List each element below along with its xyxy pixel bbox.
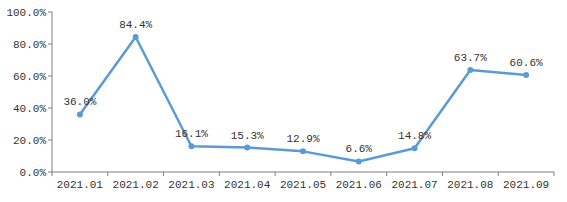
x-tick — [275, 172, 276, 176]
marker — [523, 72, 529, 78]
marker — [188, 143, 194, 149]
x-tick — [498, 172, 499, 176]
x-axis — [52, 172, 554, 173]
x-tick — [52, 172, 53, 176]
data-label: 12.9% — [286, 133, 319, 145]
y-tick — [48, 108, 52, 109]
y-tick-label: 100.0% — [6, 7, 46, 19]
x-tick-label: 2021.07 — [391, 179, 437, 191]
y-tick-label: 0.0% — [20, 167, 47, 179]
y-tick-label: 40.0% — [13, 103, 46, 115]
marker — [300, 148, 306, 154]
plot — [77, 34, 529, 164]
marker — [133, 34, 139, 40]
x-tick-label: 2021.09 — [503, 179, 549, 191]
x-tick-label: 2021.02 — [113, 179, 159, 191]
marker — [77, 111, 83, 117]
data-label: 60.6% — [510, 57, 543, 69]
x-tick-label: 2021.03 — [168, 179, 214, 191]
marker — [244, 145, 250, 151]
x-tick-label: 2021.08 — [447, 179, 493, 191]
chart: 0.0% 20.0% 40.0% 60.0% 80.0% 100.0% 2021.01 202… — [0, 0, 567, 202]
y-tick-label: 80.0% — [13, 39, 46, 51]
data-label: 14.8% — [398, 130, 431, 142]
line — [80, 37, 526, 161]
data-label: 6.6% — [346, 143, 373, 155]
x-tick — [163, 172, 164, 176]
data-label: 16.1% — [175, 128, 208, 140]
y-tick — [48, 172, 52, 173]
marker — [467, 67, 473, 73]
marker — [356, 158, 362, 164]
data-label: 63.7% — [454, 52, 487, 64]
x-tick — [107, 172, 108, 176]
y-tick — [48, 140, 52, 141]
data-label: 15.3% — [231, 130, 264, 142]
marker — [412, 145, 418, 151]
x-tick-label: 2021.05 — [280, 179, 326, 191]
data-label: 36.0% — [63, 96, 96, 108]
x-tick — [442, 172, 443, 176]
y-tick — [48, 76, 52, 77]
x-tick — [386, 172, 387, 176]
data-label: 84.4% — [119, 19, 152, 31]
y-tick — [48, 12, 52, 13]
x-tick-label: 2021.04 — [224, 179, 271, 191]
y-tick-label: 60.0% — [13, 71, 46, 83]
x-tick — [330, 172, 331, 176]
y-axis — [52, 12, 53, 172]
x-tick — [554, 172, 555, 176]
y-tick-label: 20.0% — [13, 135, 46, 147]
x-tick-label: 2021.01 — [57, 179, 104, 191]
x-tick — [219, 172, 220, 176]
y-tick — [48, 44, 52, 45]
x-tick-label: 2021.06 — [336, 179, 382, 191]
